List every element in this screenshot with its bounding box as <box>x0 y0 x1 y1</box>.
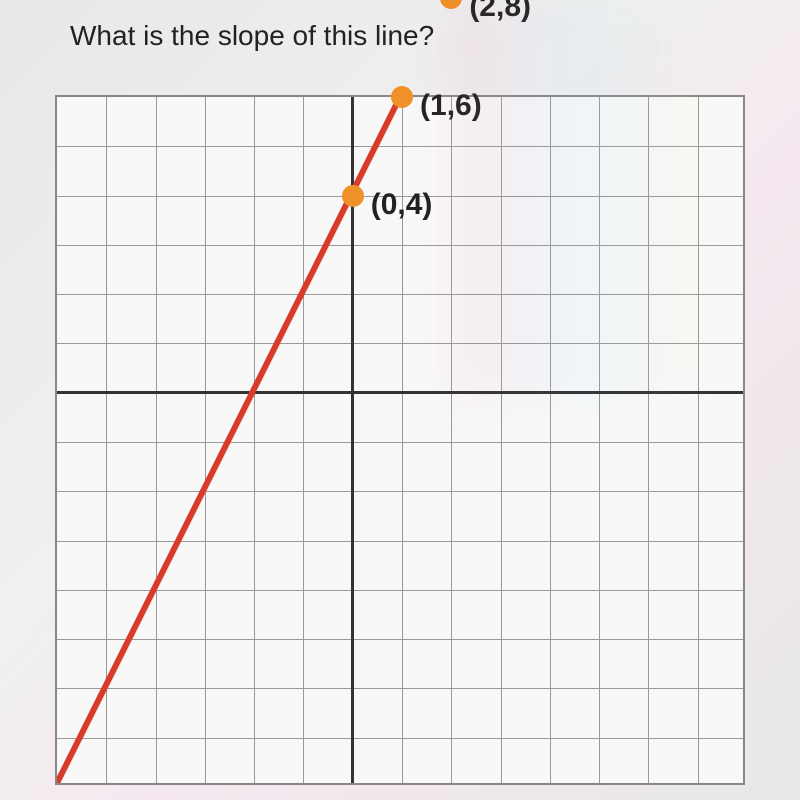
point-label: (0,4) <box>371 188 433 222</box>
coordinate-graph: (2,8)(1,6)(0,4) <box>55 95 745 785</box>
point-label: (1,6) <box>420 89 482 123</box>
grid-line-vertical <box>648 97 649 783</box>
grid-line-vertical <box>254 97 255 783</box>
grid-line-horizontal <box>57 541 743 542</box>
grid-line-horizontal <box>57 688 743 689</box>
grid-line-vertical <box>205 97 206 783</box>
grid-line-vertical <box>501 97 502 783</box>
grid-line-horizontal <box>57 442 743 443</box>
question-text: What is the slope of this line? <box>70 20 434 52</box>
grid-line-horizontal <box>57 491 743 492</box>
grid-line-horizontal <box>57 639 743 640</box>
grid-line-horizontal <box>57 738 743 739</box>
grid-line-horizontal <box>57 245 743 246</box>
grid-line-horizontal <box>57 343 743 344</box>
data-point <box>391 86 413 108</box>
data-point <box>440 0 462 9</box>
data-point <box>342 185 364 207</box>
point-label: (2,8) <box>469 0 531 24</box>
x-axis <box>57 391 743 394</box>
grid-line-vertical <box>303 97 304 783</box>
grid-line-vertical <box>599 97 600 783</box>
grid-line-vertical <box>550 97 551 783</box>
grid-line-horizontal <box>57 294 743 295</box>
grid-line-vertical <box>106 97 107 783</box>
grid-line-horizontal <box>57 146 743 147</box>
grid-line-horizontal <box>57 590 743 591</box>
grid-line-vertical <box>156 97 157 783</box>
grid-line-vertical <box>451 97 452 783</box>
grid-line-vertical <box>698 97 699 783</box>
